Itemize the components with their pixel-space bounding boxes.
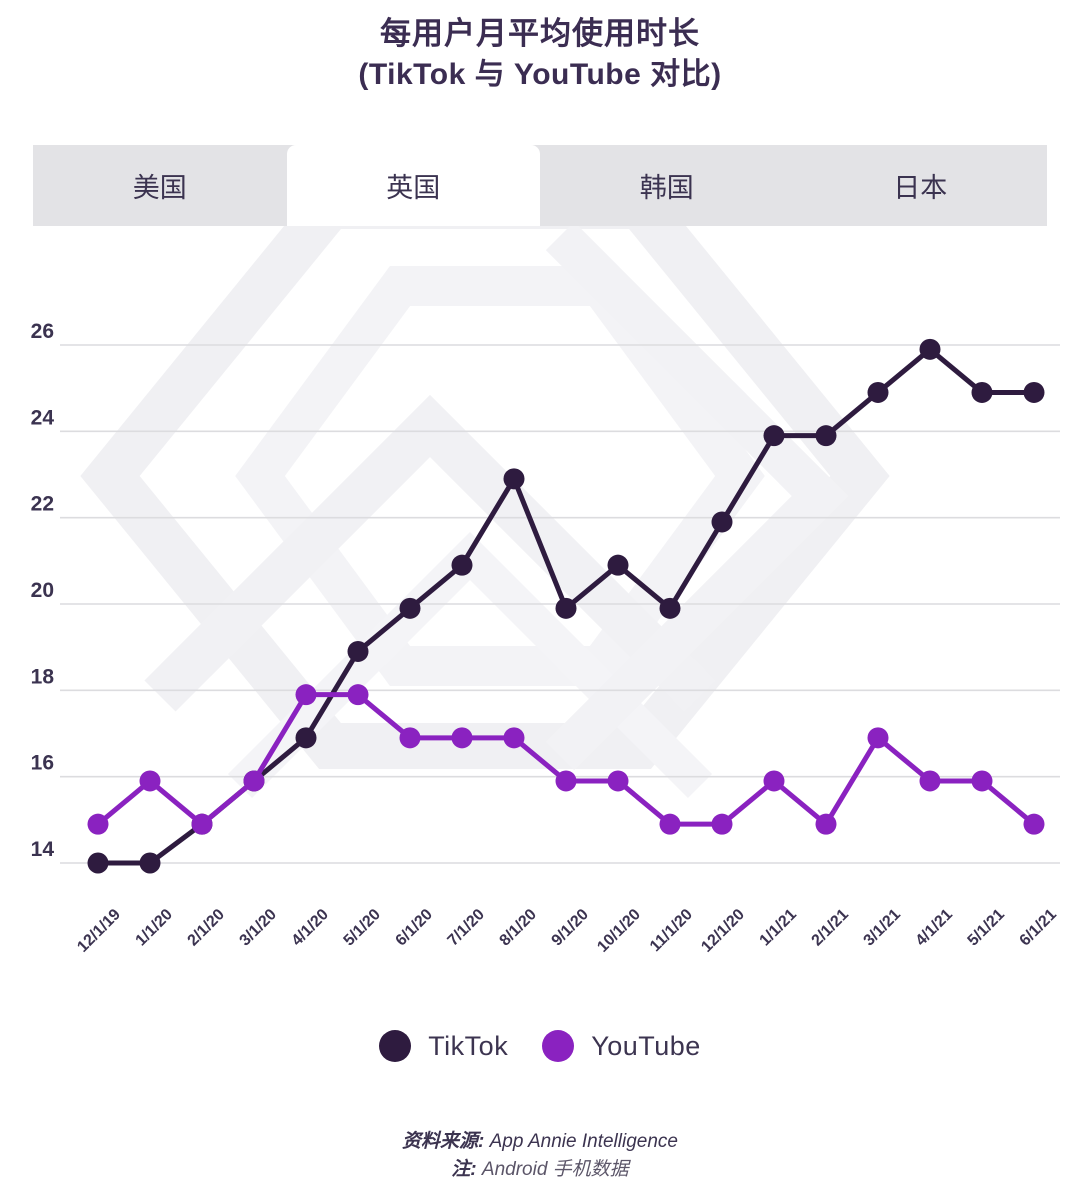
data-point[interactable]	[503, 727, 525, 749]
note-value: Android 手机数据	[481, 1158, 629, 1180]
legend-label: YouTube	[591, 1030, 701, 1061]
data-point[interactable]	[971, 770, 993, 792]
data-point[interactable]	[867, 381, 889, 403]
tab-us[interactable]: 美国	[33, 145, 287, 226]
tab-uk[interactable]: 英国	[286, 145, 540, 226]
data-point[interactable]	[867, 727, 889, 749]
data-point[interactable]	[815, 425, 837, 447]
y-axis-tick-label: 18	[31, 665, 55, 688]
data-point[interactable]	[399, 597, 421, 619]
tab-label: 日本	[893, 173, 948, 203]
tab-label: 美国	[132, 173, 187, 203]
data-point[interactable]	[815, 813, 837, 835]
data-point[interactable]	[659, 813, 681, 835]
legend-item-tiktok[interactable]: TikTok	[379, 1030, 508, 1062]
data-point[interactable]	[919, 338, 941, 360]
data-point[interactable]	[763, 425, 785, 447]
data-point[interactable]	[399, 727, 421, 749]
data-point[interactable]	[1023, 813, 1045, 835]
title-subtitle: (TikTok 与 YouTube 对比)	[358, 57, 722, 91]
legend-dot-icon	[379, 1030, 412, 1062]
tab-japan[interactable]: 日本	[794, 145, 1048, 226]
note-label: 注:	[451, 1158, 477, 1180]
data-point[interactable]	[607, 770, 629, 792]
data-point[interactable]	[139, 852, 161, 874]
data-point[interactable]	[243, 770, 265, 792]
chart-legend: TikTok YouTube	[0, 1030, 1080, 1062]
data-point[interactable]	[347, 684, 369, 706]
data-point[interactable]	[139, 770, 161, 792]
y-axis-tick-label: 26	[31, 320, 54, 343]
legend-label: TikTok	[428, 1030, 509, 1061]
chart-canvas: 14 16 18 20 22 24 26	[31, 226, 1060, 874]
source-line: 资料来源: App Annie Intelligence	[0, 1128, 1080, 1156]
data-point[interactable]	[191, 813, 213, 835]
data-point[interactable]	[451, 727, 473, 749]
data-series-layer	[87, 338, 1045, 874]
note-line: 注: Android 手机数据	[0, 1156, 1080, 1184]
y-axis-tick-label: 22	[31, 493, 54, 516]
data-point[interactable]	[295, 727, 317, 749]
data-point[interactable]	[87, 813, 109, 835]
source-value: App Annie Intelligence	[489, 1131, 678, 1152]
y-axis-tick-label: 14	[31, 838, 55, 861]
data-point[interactable]	[503, 468, 525, 490]
watermark-decoration	[80, 226, 890, 799]
y-axis-tick-label: 20	[31, 579, 54, 602]
source-label: 资料来源:	[402, 1131, 485, 1152]
x-axis-labels: 12/1/19 1/1/20 2/1/20 3/1/20 4/1/20 5/1/20 6/1…	[0, 890, 1080, 1000]
line-chart: 14 16 18 20 22 24 26	[0, 226, 1080, 906]
series-youtube	[87, 684, 1045, 835]
y-axis-tick-label: 24	[31, 406, 55, 429]
y-axis-tick-label: 16	[31, 752, 54, 775]
legend-dot-icon	[542, 1030, 575, 1062]
page-title: 每用户月平均使用时长 (TikTok 与 YouTube 对比)	[0, 14, 1080, 95]
data-point[interactable]	[763, 770, 785, 792]
data-point[interactable]	[607, 554, 629, 576]
y-axis-labels: 14 16 18 20 22 24 26	[31, 320, 55, 861]
data-point[interactable]	[87, 852, 109, 874]
tab-label: 韩国	[639, 173, 694, 203]
data-point[interactable]	[919, 770, 941, 792]
title-main: 每用户月平均使用时长	[380, 16, 700, 51]
data-point[interactable]	[347, 640, 369, 662]
data-point[interactable]	[971, 381, 993, 403]
data-point[interactable]	[659, 597, 681, 619]
country-tabbar: 美国 英国 韩国 日本	[33, 145, 1047, 226]
chart-footer: 资料来源: App Annie Intelligence 注: Android …	[0, 1128, 1080, 1183]
tab-korea[interactable]: 韩国	[540, 145, 794, 226]
data-point[interactable]	[1023, 381, 1045, 403]
data-point[interactable]	[295, 684, 317, 706]
data-point[interactable]	[711, 813, 733, 835]
data-point[interactable]	[555, 770, 577, 792]
data-point[interactable]	[555, 597, 577, 619]
tab-label: 英国	[386, 173, 441, 203]
data-point[interactable]	[711, 511, 733, 533]
data-point[interactable]	[451, 554, 473, 576]
legend-item-youtube[interactable]: YouTube	[542, 1030, 701, 1062]
